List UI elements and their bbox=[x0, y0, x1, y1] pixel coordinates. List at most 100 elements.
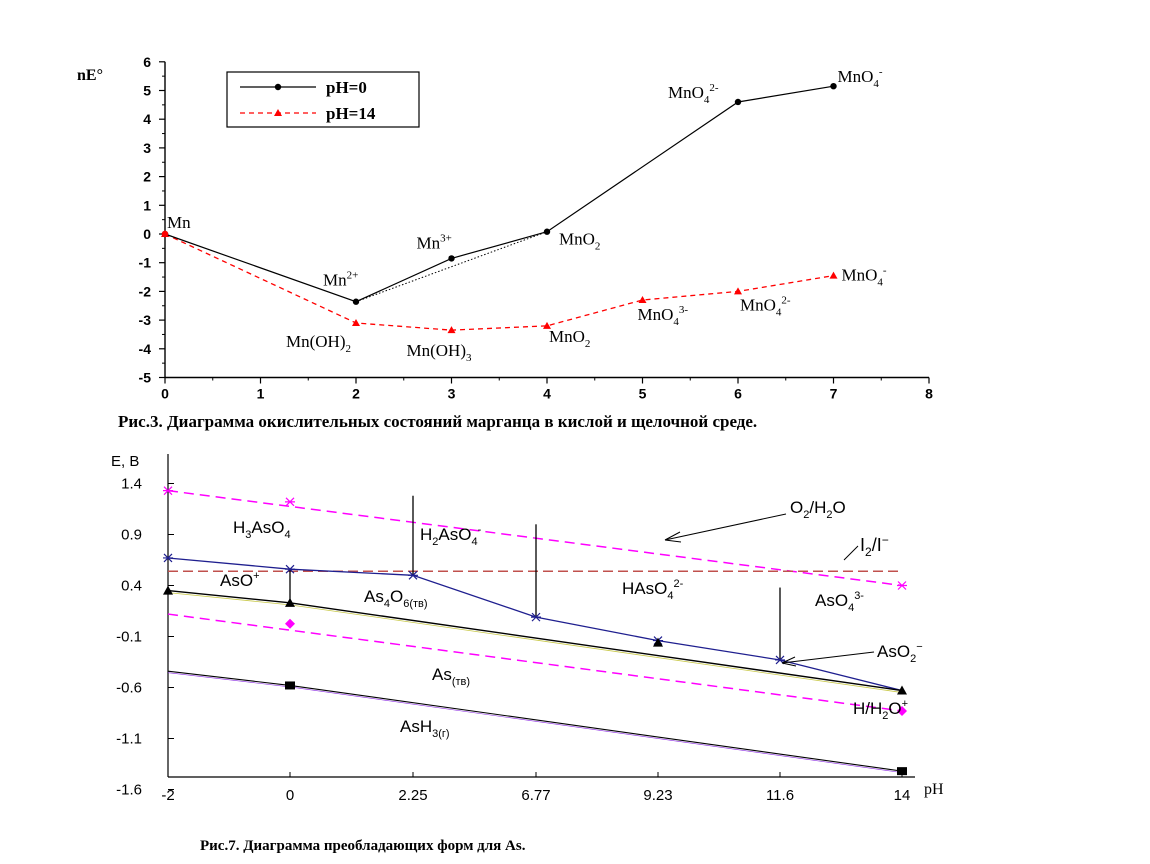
region-label: AsO43- bbox=[815, 590, 864, 614]
x-tick-label: 14 bbox=[894, 787, 911, 804]
disproportionation-dotted-line bbox=[355, 231, 548, 303]
as3-boundary-marker bbox=[163, 585, 173, 595]
region-label: As4O6(тв) bbox=[364, 587, 428, 610]
mn-oxidation-chart: -5 -4 -3 -2 -1 0 1 2 3 4 5 6 0 1 2 3 4 5 6 7 8 nE° Mn Mn2+ Mn3+ M… bbox=[77, 54, 933, 402]
as3-boundary-marker bbox=[897, 685, 907, 695]
data-point-ph14 bbox=[829, 271, 838, 279]
aso2-arrow bbox=[781, 651, 875, 664]
as5-boundary-marker bbox=[285, 564, 295, 574]
as-ash3-marker bbox=[897, 767, 907, 776]
data-label-ph14: Mn(OH)3 bbox=[407, 341, 473, 364]
x-tick-label: 0 bbox=[161, 386, 169, 402]
o2-h2o-arrowhead bbox=[664, 531, 682, 543]
data-label-ph0: MnO2 bbox=[559, 230, 600, 253]
y-tick-label: 6 bbox=[143, 54, 151, 70]
figure-3-caption: Рис.3. Диаграмма окислительных состояний… bbox=[118, 412, 758, 431]
figure-7-caption: Рис.7. Диаграмма преобладающих форм для … bbox=[200, 838, 526, 854]
region-label: As(тв) bbox=[432, 665, 470, 688]
data-label-ph14: MnO42- bbox=[740, 294, 791, 318]
y-tick-label: -2 bbox=[139, 283, 152, 299]
y-axis-title: E, В bbox=[111, 453, 139, 470]
series-line-ph0 bbox=[164, 85, 834, 303]
as5-boundary-marker bbox=[531, 612, 541, 622]
y-tick-label: 0.9 bbox=[121, 527, 142, 544]
data-point-ph0 bbox=[734, 98, 742, 106]
y-tick-label: -5 bbox=[139, 370, 152, 386]
x-tick-label: 1 bbox=[257, 386, 265, 402]
y-tick-label: -3 bbox=[139, 312, 152, 328]
y-tick-label: -1.1 bbox=[116, 731, 142, 748]
region-label: HAsO42- bbox=[622, 578, 684, 602]
aso2-label: AsO2− bbox=[877, 641, 923, 665]
y-tick-label: -0.1 bbox=[116, 629, 142, 646]
legend-marker-ph0 bbox=[274, 83, 282, 91]
y-axis-title: nE° bbox=[77, 67, 103, 84]
data-point-ph14 bbox=[447, 326, 456, 334]
data-label-ph0: Mn3+ bbox=[417, 232, 452, 252]
x-tick-label: 2.25 bbox=[398, 787, 427, 804]
region-label: H2AsO4- bbox=[420, 524, 482, 548]
y-tick-label: 1.4 bbox=[121, 476, 142, 493]
data-label-ph14: MnO4- bbox=[842, 265, 887, 289]
x-tick-label: 3 bbox=[448, 386, 456, 402]
legend-marker-ph14 bbox=[274, 109, 282, 116]
data-point-ph0 bbox=[543, 228, 551, 235]
x-tick-label: -2 bbox=[161, 787, 174, 804]
as3-boundary-marker bbox=[285, 597, 295, 607]
y-tick-label: 5 bbox=[143, 83, 151, 99]
o2-h2o-line bbox=[167, 489, 903, 587]
data-point-ph14 bbox=[734, 287, 742, 295]
as3-as-boundary-shadow bbox=[167, 592, 903, 693]
as3-as-boundary-line bbox=[167, 589, 903, 692]
as-ash3-marker bbox=[285, 681, 295, 690]
x-tick-label: 0 bbox=[286, 787, 294, 804]
y-tick-label: -1 bbox=[139, 255, 152, 271]
as-predominance-chart: E, В 1.4 0.9 0.4 -0.1 -0.6 -1.1 -1.6 -2 0 2.25 6.77… bbox=[111, 453, 944, 804]
data-point-ph14 bbox=[352, 318, 360, 326]
y-tick-label: 1 bbox=[143, 197, 151, 213]
data-point-ph0 bbox=[830, 82, 837, 90]
x-tick-label: 5 bbox=[639, 386, 647, 402]
region-label: AsH3(г) bbox=[400, 717, 450, 740]
as5-boundary-marker bbox=[163, 553, 173, 563]
h-h2o-marker bbox=[285, 618, 295, 629]
h-h2o-line bbox=[167, 613, 903, 712]
iodine-label: I2/I− bbox=[860, 533, 889, 559]
as3-boundary-marker bbox=[653, 637, 663, 647]
data-point-ph14 bbox=[638, 296, 647, 304]
y-tick-label: -0.6 bbox=[116, 680, 142, 697]
o2-h2o-marker bbox=[897, 581, 907, 590]
as5-boundary-line bbox=[167, 557, 903, 692]
o2-h2o-marker bbox=[285, 497, 295, 507]
series-line-ph14 bbox=[164, 233, 834, 331]
data-label-ph14: Mn(OH)2 bbox=[286, 332, 351, 355]
data-point-ph0 bbox=[352, 298, 360, 305]
as-ash3-boundary-shadow bbox=[167, 672, 903, 773]
x-tick-label: 6 bbox=[734, 386, 742, 402]
x-tick-label: 7 bbox=[830, 386, 838, 402]
y-tick-label: -1.6 bbox=[116, 782, 142, 799]
x-axis-title: pH bbox=[924, 781, 944, 798]
x-tick-label: 2 bbox=[352, 386, 360, 402]
o2-h2o-marker bbox=[163, 486, 173, 496]
data-label-ph0: MnO42- bbox=[668, 82, 719, 106]
data-label-ph14: MnO43- bbox=[638, 304, 689, 328]
legend-box bbox=[226, 71, 420, 128]
x-tick-label: 6.77 bbox=[521, 787, 550, 804]
region-label: H3AsO4 bbox=[233, 518, 291, 541]
y-tick-label: 0.4 bbox=[121, 578, 142, 595]
data-label-ph0: MnO4- bbox=[838, 66, 883, 90]
data-point-origin bbox=[161, 230, 169, 238]
as5-boundary-marker bbox=[408, 570, 418, 580]
data-point-ph14 bbox=[543, 321, 551, 329]
y-tick-label: 2 bbox=[143, 169, 151, 185]
y-tick-label: 3 bbox=[143, 140, 151, 156]
y-tick-label: -4 bbox=[139, 341, 152, 357]
x-tick-label: 9.23 bbox=[643, 787, 672, 804]
y-tick-label: 0 bbox=[143, 226, 151, 242]
legend-label-ph0: pH=0 bbox=[326, 78, 367, 97]
h-h2o-label: H/H2O+ bbox=[853, 698, 908, 722]
data-point-ph0 bbox=[448, 255, 455, 262]
iodine-arrow bbox=[843, 545, 859, 561]
data-label-ph14: MnO2 bbox=[549, 327, 590, 350]
